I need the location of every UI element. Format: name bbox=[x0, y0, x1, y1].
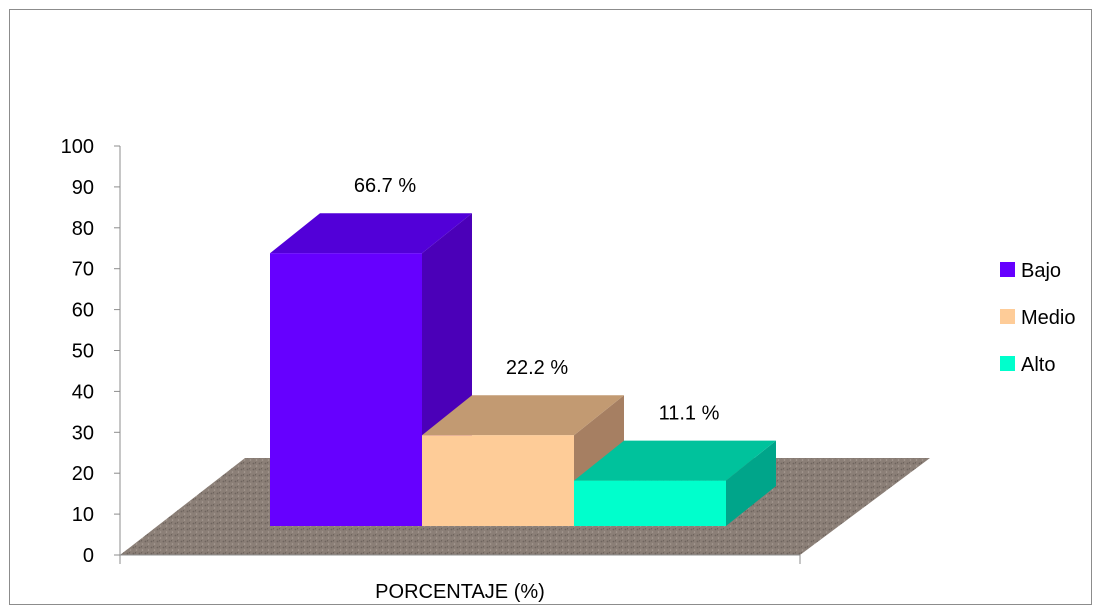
legend-swatch-alto bbox=[1000, 356, 1015, 371]
bar-top-face bbox=[270, 213, 472, 254]
data-label-medio: 22.2 % bbox=[506, 357, 568, 379]
y-tick-label: 0 bbox=[83, 545, 94, 567]
bar-alto bbox=[574, 440, 776, 526]
y-tick-label: 40 bbox=[72, 381, 94, 403]
y-tick-label: 50 bbox=[72, 341, 94, 363]
x-category-label: PORCENTAJE (%) bbox=[375, 581, 545, 603]
bar-bajo bbox=[270, 213, 472, 526]
y-tick-label: 90 bbox=[72, 177, 94, 199]
data-label-alto: 11.1 % bbox=[659, 403, 720, 425]
bar-front-face bbox=[574, 480, 726, 526]
legend-swatch-medio bbox=[1000, 309, 1015, 324]
y-tick-label: 10 bbox=[72, 504, 94, 526]
y-tick-label: 60 bbox=[72, 300, 94, 322]
y-tick-label: 80 bbox=[72, 218, 94, 240]
bar-front-face bbox=[422, 435, 574, 526]
bar-top-face bbox=[574, 440, 776, 481]
y-tick-label: 100 bbox=[61, 136, 94, 158]
y-tick-label: 20 bbox=[72, 463, 94, 485]
bar-side-face bbox=[726, 440, 776, 526]
legend-label-bajo: Bajo bbox=[1021, 260, 1061, 282]
legend-label-medio: Medio bbox=[1021, 307, 1075, 329]
data-label-bajo: 66.7 % bbox=[354, 175, 416, 197]
legend-swatch-bajo bbox=[1000, 262, 1015, 277]
bar-front-face bbox=[270, 253, 422, 526]
legend-label-alto: Alto bbox=[1021, 354, 1055, 376]
bar-top-face bbox=[422, 395, 624, 436]
y-tick-label: 70 bbox=[72, 259, 94, 281]
y-tick-label: 30 bbox=[72, 422, 94, 444]
